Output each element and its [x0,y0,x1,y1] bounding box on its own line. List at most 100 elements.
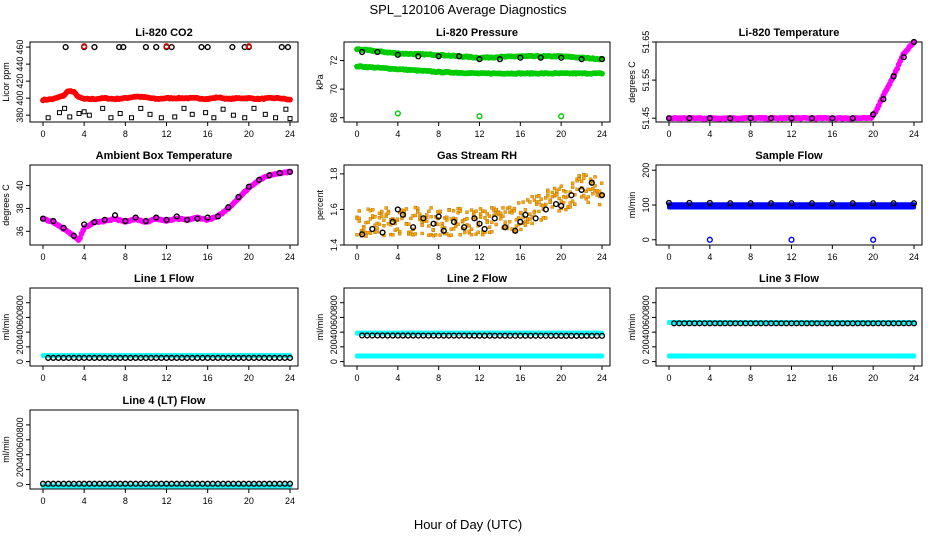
series-range [40,168,293,243]
x-tick-label: 20 [244,496,254,506]
x-tick-label: 4 [82,129,87,139]
data-point [183,216,191,223]
data-point [910,200,918,207]
y-axis-label: ml/min [1,314,11,341]
data-point [469,208,474,212]
data-point [829,200,836,207]
data-point [377,222,382,227]
data-point [591,191,595,196]
data-point [476,230,480,234]
data-point [117,110,123,116]
data-point [420,223,424,227]
data-point [386,211,391,215]
y-tick-label: 400 [15,91,25,106]
data-point [519,210,523,215]
data-point [409,216,413,221]
data-point [375,226,379,230]
data-point [394,206,401,213]
data-point [458,209,462,213]
x-tick-label: 8 [123,373,128,383]
data-point [523,223,528,227]
y-tick-label: 800 [329,295,339,310]
data-point [463,230,467,235]
data-point [100,105,106,111]
data-point [597,189,602,194]
data-point [686,199,693,207]
data-point [81,221,88,228]
data-point [706,236,713,243]
y-tick-label: 51.45 [641,107,651,130]
data-point [494,207,498,212]
data-point [557,187,561,191]
plot-frame [655,41,923,123]
x-tick-label: 20 [244,129,254,139]
data-point [568,205,573,209]
page-title: SPL_120106 Average Diagnostics [369,2,567,17]
data-point [508,220,512,224]
data-point [600,181,604,185]
plot-frame [343,287,611,367]
y-tick-label: 70 [329,84,339,94]
data-point [910,38,918,46]
data-point [706,115,713,122]
y-tick-label: 460 [15,40,25,55]
data-point [532,198,537,202]
data-point [870,111,877,118]
data-point [478,212,483,216]
data-point [286,354,294,362]
y-tick-label: 0 [15,482,25,487]
chart-panel-3: Li-820 Temperature degrees C 0 4 8 12 16 20 24 51… [627,27,923,139]
data-point [284,44,292,51]
series-range [666,39,917,122]
data-point [521,200,525,204]
x-tick-label: 4 [707,129,712,139]
x-tick-label: 24 [285,496,295,506]
data-point [478,215,483,219]
data-point [586,200,590,205]
data-point [526,198,530,202]
data-point [706,199,713,207]
y-tick-label: 0 [641,237,651,242]
data-point [476,113,483,120]
x-tick-label: 16 [203,252,213,262]
data-point [599,70,605,77]
data-point [579,179,584,184]
y-axis-label: ml/min [627,192,637,219]
data-point [415,53,422,60]
data-point [467,224,471,228]
series-average [39,168,294,239]
data-point [467,229,471,233]
y-tick-label: 200 [329,339,339,354]
data-point [204,214,211,221]
chart-title: Line 3 Flow [759,273,819,285]
chart-panel-4: Ambient Box Temperature degrees C 0 4 8 12 16 2… [1,150,299,262]
data-point [517,218,524,225]
y-tick-label: 400 [15,447,25,462]
data-point [552,201,560,208]
y-tick-label: 1.4 [329,239,339,252]
data-point [424,219,429,223]
data-point [450,218,458,225]
data-point [528,217,532,221]
data-point [438,209,442,213]
data-point [539,197,543,201]
data-point [373,223,377,228]
data-point [76,110,82,116]
data-point [451,227,456,231]
data-point [593,184,597,188]
chart-title: Line 4 (LT) Flow [123,395,206,407]
data-point [410,224,417,231]
data-point [499,217,503,221]
data-point [532,215,539,222]
series-average [45,354,294,362]
x-tick-label: 24 [285,252,295,262]
data-point [147,111,153,117]
data-point [544,202,548,207]
y-tick-label: 200 [641,339,651,354]
x-tick-label: 24 [597,129,607,139]
data-point [517,201,521,205]
data-point [287,96,293,103]
data-point [665,199,673,207]
data-point [578,56,585,63]
data-point [575,187,579,191]
